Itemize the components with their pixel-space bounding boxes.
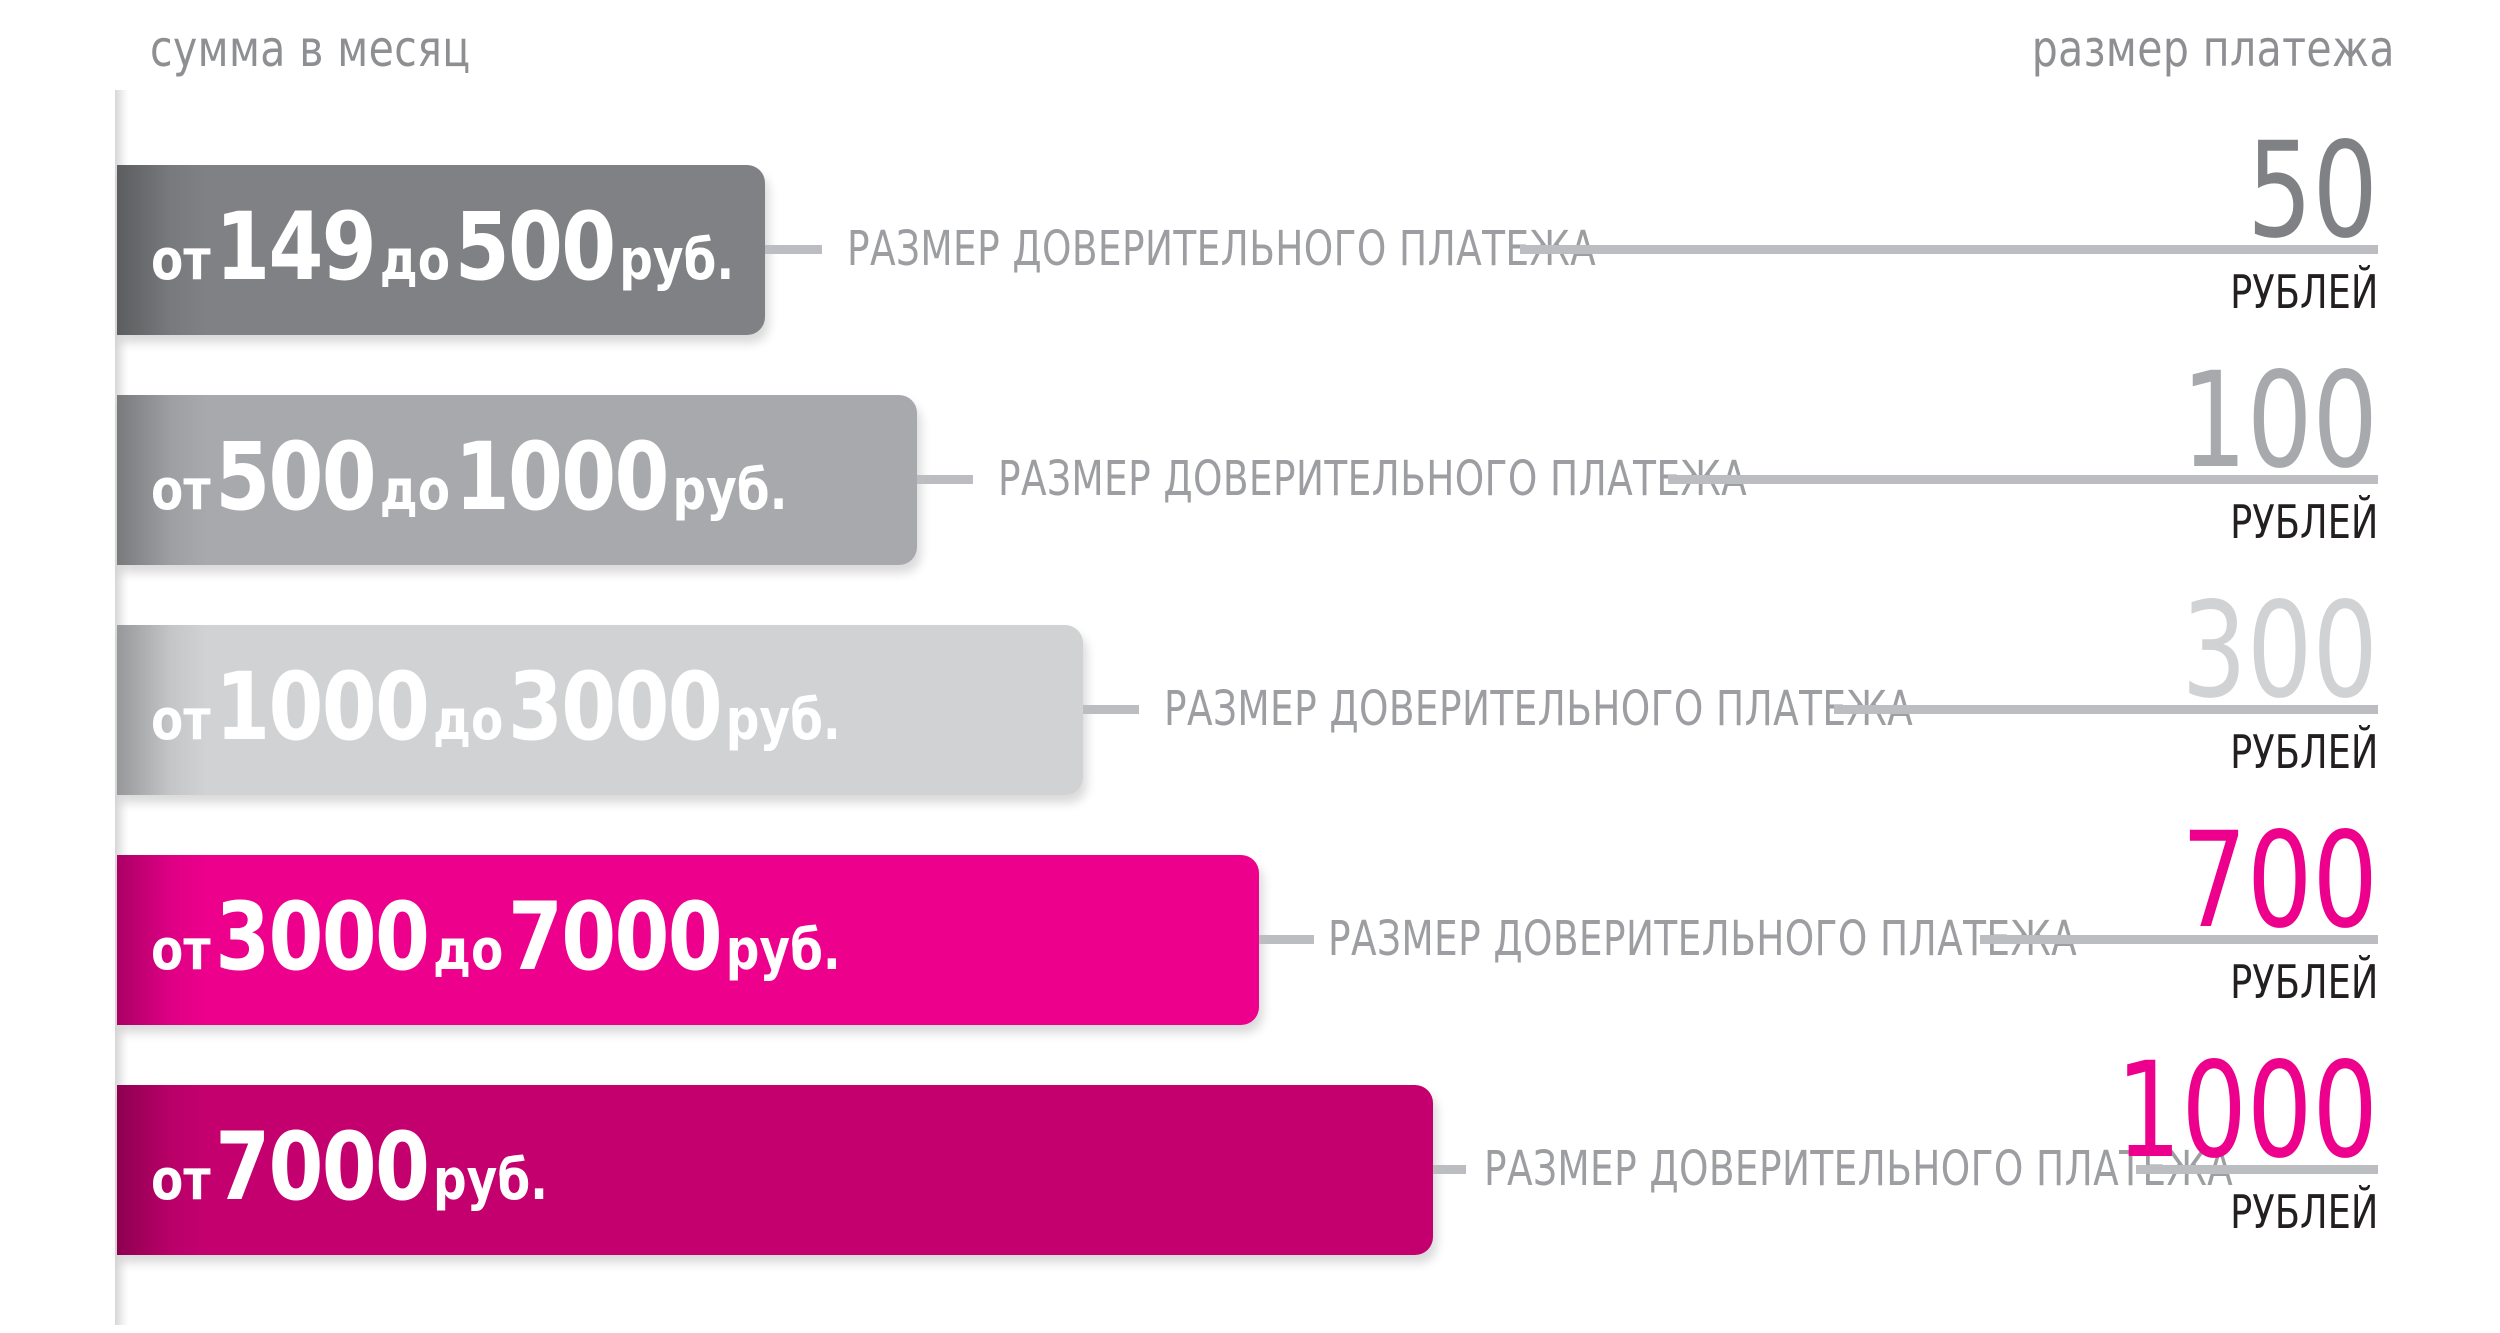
tier-bar-4: от 3000 до 7000 руб.: [117, 855, 1259, 1025]
payment-amount-2: 100: [2181, 344, 2378, 498]
tier-range-label-2: от 500 до 1000 руб.: [151, 431, 788, 525]
tier-range-label-3: от 1000 до 3000 руб.: [151, 661, 841, 755]
range-prefix: от: [151, 1148, 211, 1213]
connector-line: [917, 475, 973, 484]
tier-bar-5: от 7000 руб.: [117, 1085, 1433, 1255]
tier-caption-3: РАЗМЕР ДОВЕРИТЕЛЬНОГО ПЛАТЕЖА: [1164, 681, 1914, 737]
tier-caption-1: РАЗМЕР ДОВЕРИТЕЛЬНОГО ПЛАТЕЖА: [847, 221, 1597, 277]
tier-row-2: от 500 до 1000 руб. РАЗМЕР ДОВЕРИТЕЛЬНОГ…: [0, 355, 2500, 565]
range-to-value: 1000: [454, 423, 670, 532]
range-to-value: 7000: [508, 883, 723, 992]
connector-line: [1083, 705, 1139, 714]
range-prefix: от: [151, 228, 211, 293]
tier-range-label-5: от 7000 руб.: [151, 1121, 548, 1215]
range-suffix: руб.: [672, 458, 788, 523]
connector-line: [2136, 1165, 2378, 1174]
tier-range-label-1: от 149 до 500 руб.: [151, 201, 734, 295]
tier-bar-2: от 500 до 1000 руб.: [117, 395, 917, 565]
range-prefix: от: [151, 458, 211, 523]
payment-unit-3: РУБЛЕЙ: [2229, 725, 2378, 779]
tier-bar-1: от 149 до 500 руб.: [117, 165, 765, 335]
range-suffix: руб.: [433, 1148, 549, 1213]
range-from-value: 3000: [215, 883, 430, 992]
payment-unit-2: РУБЛЕЙ: [2229, 495, 2378, 549]
connector-line: [1834, 705, 2378, 714]
range-mid: до: [379, 228, 451, 293]
payment-unit-5: РУБЛЕЙ: [2229, 1185, 2378, 1239]
range-to-value: 3000: [508, 653, 723, 762]
tier-row-4: от 3000 до 7000 руб. РАЗМЕР ДОВЕРИТЕЛЬНО…: [0, 815, 2500, 1025]
range-mid: до: [433, 688, 504, 753]
header-right-label: размер платежа: [2031, 20, 2395, 78]
payment-unit-1: РУБЛЕЙ: [2229, 265, 2378, 319]
range-from-value: 500: [215, 423, 376, 532]
payment-amount-3: 300: [2181, 574, 2378, 728]
payment-amount-5: 1000: [2115, 1034, 2378, 1188]
tier-caption-2: РАЗМЕР ДОВЕРИТЕЛЬНОГО ПЛАТЕЖА: [998, 451, 1748, 507]
payment-unit-4: РУБЛЕЙ: [2229, 955, 2378, 1009]
tier-range-label-4: от 3000 до 7000 руб.: [151, 891, 841, 985]
range-prefix: от: [151, 688, 211, 753]
payment-amount-1: 50: [2246, 114, 2378, 268]
range-from-value: 1000: [215, 653, 430, 762]
tier-bar-3: от 1000 до 3000 руб.: [117, 625, 1083, 795]
tier-caption-4: РАЗМЕР ДОВЕРИТЕЛЬНОГО ПЛАТЕЖА: [1328, 911, 2078, 967]
range-mid: до: [379, 458, 451, 523]
connector-line: [1668, 475, 2378, 484]
connector-line: [1980, 935, 2378, 944]
range-to-value: 500: [454, 193, 616, 302]
tier-row-1: от 149 до 500 руб. РАЗМЕР ДОВЕРИТЕЛЬНОГО…: [0, 125, 2500, 335]
connector-line: [1520, 245, 2378, 254]
range-from-value: 7000: [215, 1113, 430, 1222]
range-prefix: от: [151, 918, 211, 983]
range-mid: до: [433, 918, 504, 983]
tier-row-5: от 7000 руб. РАЗМЕР ДОВЕРИТЕЛЬНОГО ПЛАТЕ…: [0, 1045, 2500, 1255]
range-suffix: руб.: [725, 918, 841, 983]
range-suffix: руб.: [725, 688, 841, 753]
payment-amount-4: 700: [2181, 804, 2378, 958]
tier-caption-5: РАЗМЕР ДОВЕРИТЕЛЬНОГО ПЛАТЕЖА: [1484, 1141, 2234, 1197]
connector-line: [1433, 1165, 1466, 1174]
connector-line: [1259, 935, 1314, 944]
range-suffix: руб.: [619, 228, 735, 293]
connector-line: [765, 245, 822, 254]
range-from-value: 149: [215, 193, 376, 302]
header-left-label: сумма в месяц: [150, 20, 471, 78]
tier-row-3: от 1000 до 3000 руб. РАЗМЕР ДОВЕРИТЕЛЬНО…: [0, 585, 2500, 795]
